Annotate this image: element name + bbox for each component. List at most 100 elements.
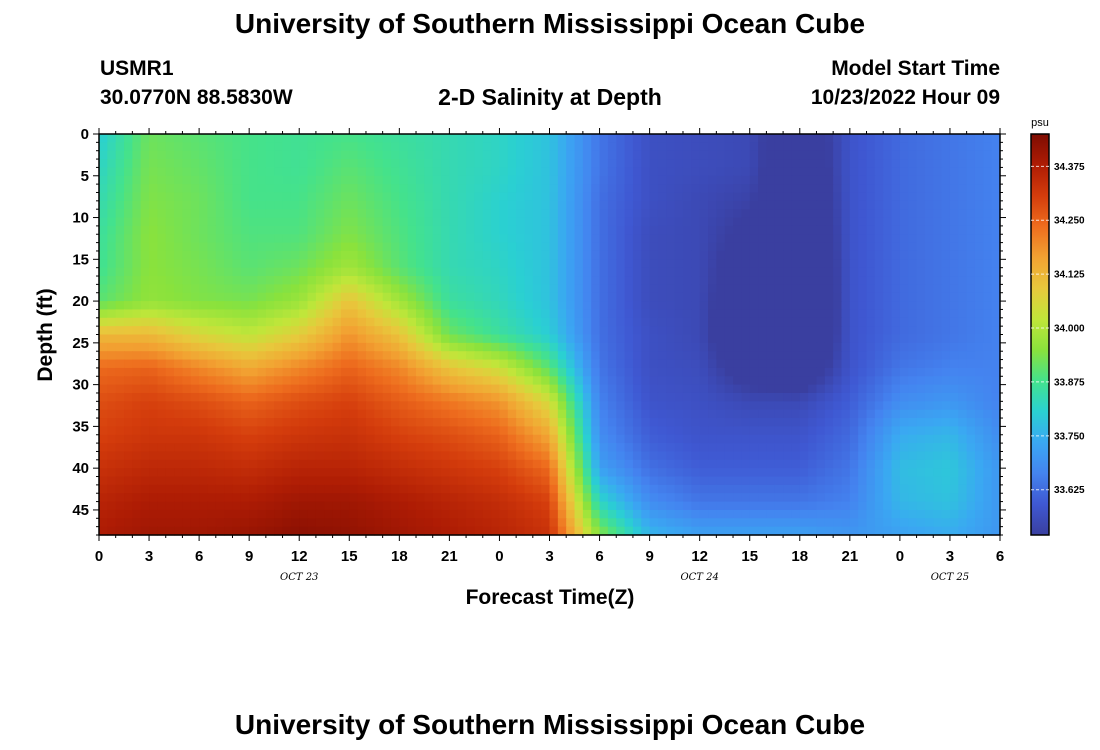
heatmap-cell [641, 451, 651, 461]
heatmap-cell [866, 359, 876, 369]
heatmap-cell [507, 376, 517, 386]
heatmap-cell [708, 468, 717, 478]
heatmap-cell [741, 134, 751, 143]
heatmap-cell [174, 142, 184, 152]
heatmap-cell [983, 401, 993, 411]
heatmap-cell [699, 401, 709, 411]
heatmap-cell [549, 484, 559, 494]
heatmap-cell [624, 484, 634, 494]
heatmap-cell [774, 434, 784, 444]
heatmap-cell [532, 459, 542, 469]
heatmap-cell [240, 468, 250, 478]
heatmap-cell [841, 451, 851, 461]
heatmap-cell [933, 301, 943, 311]
heatmap-cell [741, 426, 751, 436]
heatmap-cell [524, 426, 534, 436]
heatmap-cell [441, 392, 450, 402]
heatmap-cell [591, 292, 601, 302]
heatmap-cell [107, 142, 117, 152]
heatmap-cell [441, 317, 450, 327]
heatmap-cell [849, 167, 859, 177]
heatmap-cell [991, 250, 1001, 260]
heatmap-cell [374, 242, 384, 252]
heatmap-cell [207, 250, 217, 260]
heatmap-cell [232, 359, 242, 369]
heatmap-cell [749, 175, 759, 185]
heatmap-cell [749, 292, 759, 302]
heatmap-cell [449, 359, 459, 369]
heatmap-cell [482, 317, 492, 327]
heatmap-cell [908, 309, 918, 319]
heatmap-cell [449, 301, 459, 311]
heatmap-cell [791, 250, 801, 260]
heatmap-cell [265, 225, 275, 235]
heatmap-cell [591, 426, 601, 436]
heatmap-cell [657, 459, 667, 469]
heatmap-cell [933, 451, 943, 461]
heatmap-cell [941, 459, 951, 469]
heatmap-cell [841, 493, 851, 503]
heatmap-cell [908, 134, 918, 143]
heatmap-cell [924, 150, 934, 160]
heatmap-cell [916, 342, 926, 352]
heatmap-cell [632, 426, 642, 436]
heatmap-cell [474, 301, 484, 311]
heatmap-cell [499, 418, 509, 427]
heatmap-cell [774, 468, 784, 478]
heatmap-cell [407, 317, 417, 327]
heatmap-cell [624, 501, 634, 511]
heatmap-cell [674, 509, 684, 519]
heatmap-cell [524, 409, 534, 419]
heatmap-cell [324, 234, 334, 244]
heatmap-cell [941, 359, 951, 369]
heatmap-cell [657, 468, 667, 478]
heatmap-cell [883, 225, 893, 235]
heatmap-cell [849, 443, 859, 453]
heatmap-cell [441, 342, 450, 352]
heatmap-cell [182, 309, 192, 319]
heatmap-cell [249, 225, 259, 235]
heatmap-cell [974, 134, 984, 143]
heatmap-cell [874, 418, 884, 427]
heatmap-cell [140, 409, 150, 419]
heatmap-cell [382, 376, 392, 386]
heatmap-cell [933, 259, 943, 269]
heatmap-cell [365, 367, 375, 377]
heatmap-cell [724, 326, 734, 336]
heatmap-cell [866, 159, 876, 169]
heatmap-cell [282, 326, 292, 336]
heatmap-cell [232, 184, 242, 194]
heatmap-cell [933, 326, 943, 336]
heatmap-cell [466, 326, 476, 336]
heatmap-cell [99, 426, 108, 436]
heatmap-cell [691, 367, 701, 377]
heatmap-cell [966, 150, 976, 160]
heatmap-cell [457, 217, 467, 227]
heatmap-cell [891, 359, 901, 369]
heatmap-cell [983, 392, 993, 402]
heatmap-cell [699, 342, 709, 352]
heatmap-cell [541, 409, 551, 419]
heatmap-cell [282, 200, 292, 210]
heatmap-cell [274, 401, 284, 411]
heatmap-cell [624, 359, 634, 369]
heatmap-cell [466, 167, 476, 177]
heatmap-cell [958, 459, 968, 469]
heatmap-cell [390, 175, 400, 185]
heatmap-cell [783, 317, 793, 327]
heatmap-cell [290, 367, 300, 377]
heatmap-cell [374, 484, 384, 494]
heatmap-cell [916, 493, 926, 503]
heatmap-cell [916, 451, 926, 461]
heatmap-cell [432, 209, 442, 219]
heatmap-cell [741, 217, 751, 227]
heatmap-cell [874, 359, 884, 369]
heatmap-cell [824, 192, 834, 202]
heatmap-cell [541, 426, 551, 436]
heatmap-cell [657, 426, 667, 436]
heatmap-cell [874, 167, 884, 177]
heatmap-cell [349, 359, 359, 369]
heatmap-cell [324, 301, 334, 311]
heatmap-cell [140, 276, 150, 285]
heatmap-cell [349, 326, 359, 336]
